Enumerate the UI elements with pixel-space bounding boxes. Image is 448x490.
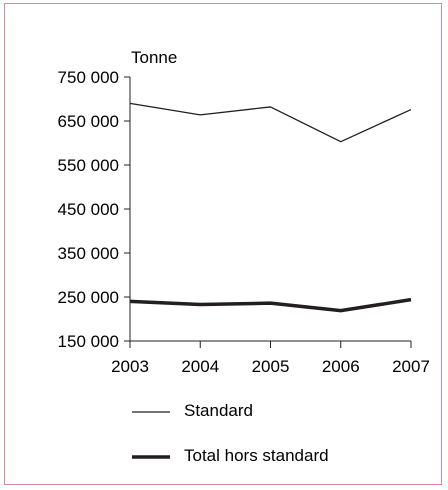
x-tick-label: 2004 — [181, 357, 219, 376]
x-tick-label: 2006 — [322, 357, 360, 376]
series-line-1 — [129, 102, 412, 143]
y-axis-unit-label: Tonne — [131, 48, 177, 67]
x-tick-label: 2005 — [252, 357, 290, 376]
x-tick-label: 2007 — [392, 357, 430, 376]
legend-label: Total hors standard — [184, 446, 329, 465]
y-tick-label: 450 000 — [58, 200, 119, 219]
legend-label: Standard — [184, 401, 253, 420]
y-tick-label: 650 000 — [58, 112, 119, 131]
legend: Standard Total hors standard — [132, 401, 329, 465]
chart-frame — [4, 3, 442, 485]
y-tick-label: 750 000 — [58, 68, 119, 87]
y-tick-label: 250 000 — [58, 288, 119, 307]
series-line-2 — [129, 297, 412, 313]
axes: 150 000 250 000 350 000 450 000 550 000 650 0… — [58, 68, 430, 376]
series-group — [129, 102, 412, 313]
y-tick-label: 550 000 — [58, 156, 119, 175]
x-tick-label: 2003 — [111, 357, 149, 376]
y-tick-label: 150 000 — [58, 332, 119, 351]
y-tick-label: 350 000 — [58, 244, 119, 263]
